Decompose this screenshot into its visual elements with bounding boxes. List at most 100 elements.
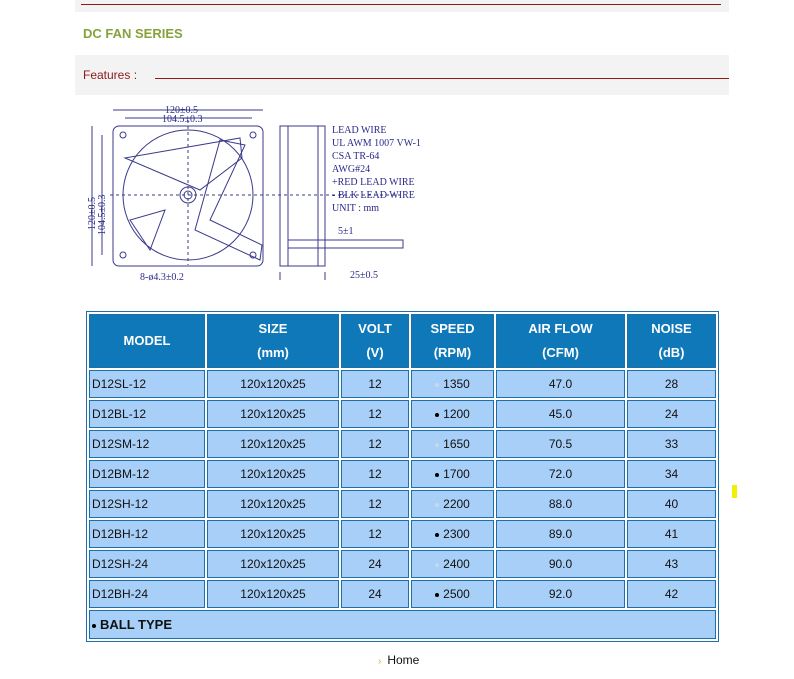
cell-size: 120x120x25 bbox=[207, 370, 339, 398]
cell-model: D12SM-12 bbox=[89, 430, 205, 458]
cell-volt: 24 bbox=[341, 580, 409, 608]
cell-noise: 33 bbox=[627, 430, 716, 458]
dim-hole-width: 104.5±0.3 bbox=[162, 114, 203, 125]
fan-dimension-drawing: 120±0.5 104.5±0.3 120±0.5 104.5±0.3 8-ø4… bbox=[87, 105, 421, 283]
cell-volt: 12 bbox=[341, 400, 409, 428]
cell-airflow: 92.0 bbox=[496, 580, 625, 608]
header-noise: NOISE (dB) bbox=[627, 314, 716, 368]
note: UNIT : mm bbox=[332, 203, 379, 214]
cell-size: 120x120x25 bbox=[207, 400, 339, 428]
header-speed: SPEED (RPM) bbox=[411, 314, 494, 368]
top-bar bbox=[75, 0, 729, 12]
cell-model: D12BM-12 bbox=[89, 460, 205, 488]
table-row: D12SL-12 120x120x25 12 1350 47.0 28 bbox=[89, 370, 716, 398]
cell-size: 120x120x25 bbox=[207, 490, 339, 518]
cell-speed: 2500 bbox=[411, 580, 494, 608]
ball-bullet-icon bbox=[435, 532, 440, 537]
divider bbox=[155, 78, 729, 79]
home-link[interactable]: › Home bbox=[378, 653, 420, 667]
cell-size: 120x120x25 bbox=[207, 460, 339, 488]
cell-noise: 24 bbox=[627, 400, 716, 428]
cell-airflow: 70.5 bbox=[496, 430, 625, 458]
cell-model: D12SL-12 bbox=[89, 370, 205, 398]
cell-airflow: 88.0 bbox=[496, 490, 625, 518]
table-row: D12SH-12 120x120x25 12 2200 88.0 40 bbox=[89, 490, 716, 518]
note: AWG#24 bbox=[332, 164, 370, 175]
features-label: Features : bbox=[83, 68, 138, 82]
table-row: D12SH-24 120x120x25 24 2400 90.0 43 bbox=[89, 550, 716, 578]
cell-speed: 1650 bbox=[411, 430, 494, 458]
note: UL AWM 1007 VW-1 bbox=[332, 138, 421, 149]
cell-size: 120x120x25 bbox=[207, 580, 339, 608]
cell-noise: 41 bbox=[627, 520, 716, 548]
yellow-marker bbox=[732, 485, 737, 498]
dim-depth: 25±0.5 bbox=[350, 270, 378, 281]
page-title: DC FAN SERIES bbox=[83, 26, 183, 41]
cell-model: D12BH-24 bbox=[89, 580, 205, 608]
cell-noise: 40 bbox=[627, 490, 716, 518]
cell-volt: 12 bbox=[341, 430, 409, 458]
header-airflow: AIR FLOW (CFM) bbox=[496, 314, 625, 368]
ball-bullet-icon bbox=[92, 623, 96, 628]
cell-airflow: 72.0 bbox=[496, 460, 625, 488]
drawing-dimensions: 120±0.5 104.5±0.3 120±0.5 104.5±0.3 8-ø4… bbox=[87, 105, 378, 283]
table-row: D12BH-12 120x120x25 12 2300 89.0 41 bbox=[89, 520, 716, 548]
cell-speed: 1350 bbox=[411, 370, 494, 398]
features-bar: Features : bbox=[75, 55, 729, 95]
table-row: D12SM-12 120x120x25 12 1650 70.5 33 bbox=[89, 430, 716, 458]
table-row: D12BH-24 120x120x25 24 2500 92.0 42 bbox=[89, 580, 716, 608]
dim-wire: 5±1 bbox=[338, 226, 354, 237]
note: CSA TR-64 bbox=[332, 151, 379, 162]
table-row: D12BM-12 120x120x25 12 1700 72.0 34 bbox=[89, 460, 716, 488]
cell-model: D12BH-12 bbox=[89, 520, 205, 548]
cell-airflow: 45.0 bbox=[496, 400, 625, 428]
sleeve-bullet-icon bbox=[435, 442, 440, 447]
cell-speed: 2300 bbox=[411, 520, 494, 548]
cell-speed: 1700 bbox=[411, 460, 494, 488]
cell-speed: 1200 bbox=[411, 400, 494, 428]
cell-speed: 2200 bbox=[411, 490, 494, 518]
cell-volt: 12 bbox=[341, 370, 409, 398]
dim-holes: 8-ø4.3±0.2 bbox=[140, 272, 184, 283]
dim-hole-height: 104.5±0.3 bbox=[97, 195, 108, 236]
cell-noise: 42 bbox=[627, 580, 716, 608]
cell-size: 120x120x25 bbox=[207, 550, 339, 578]
ball-bullet-icon bbox=[435, 412, 440, 417]
cell-model: D12BL-12 bbox=[89, 400, 205, 428]
dim-width: 120±0.5 bbox=[165, 105, 198, 116]
cell-noise: 43 bbox=[627, 550, 716, 578]
sleeve-bullet-icon bbox=[435, 382, 440, 387]
header-model: MODEL bbox=[89, 314, 205, 368]
cell-volt: 12 bbox=[341, 520, 409, 548]
divider bbox=[81, 4, 721, 5]
cell-airflow: 90.0 bbox=[496, 550, 625, 578]
cell-airflow: 47.0 bbox=[496, 370, 625, 398]
note: +RED LEAD WIRE bbox=[332, 177, 415, 188]
cell-size: 120x120x25 bbox=[207, 520, 339, 548]
cell-volt: 24 bbox=[341, 550, 409, 578]
cell-volt: 12 bbox=[341, 460, 409, 488]
note: LEAD WIRE bbox=[332, 125, 387, 136]
lead-wire-notes: LEAD WIRE UL AWM 1007 VW-1 CSA TR-64 AWG… bbox=[332, 125, 421, 214]
sleeve-bullet-icon bbox=[435, 562, 440, 567]
cell-speed: 2400 bbox=[411, 550, 494, 578]
cell-noise: 28 bbox=[627, 370, 716, 398]
cell-model: D12SH-12 bbox=[89, 490, 205, 518]
header-volt: VOLT (V) bbox=[341, 314, 409, 368]
cell-noise: 34 bbox=[627, 460, 716, 488]
cell-model: D12SH-24 bbox=[89, 550, 205, 578]
table-row: D12BL-12 120x120x25 12 1200 45.0 24 bbox=[89, 400, 716, 428]
dim-height: 120±0.5 bbox=[87, 197, 98, 230]
ball-bullet-icon bbox=[435, 472, 440, 477]
ball-bullet-icon bbox=[435, 592, 440, 597]
fan-spec-table: MODEL SIZE (mm) VOLT (V) SPEED (RPM) AIR FL… bbox=[86, 311, 719, 642]
cell-airflow: 89.0 bbox=[496, 520, 625, 548]
note: - BLK LEAD WIRE bbox=[332, 190, 415, 201]
cell-volt: 12 bbox=[341, 490, 409, 518]
arrow-icon: › bbox=[378, 656, 382, 667]
header-size: SIZE (mm) bbox=[207, 314, 339, 368]
ball-type-legend: BALL TYPE bbox=[89, 610, 716, 639]
sleeve-bullet-icon bbox=[435, 502, 440, 507]
cell-size: 120x120x25 bbox=[207, 430, 339, 458]
